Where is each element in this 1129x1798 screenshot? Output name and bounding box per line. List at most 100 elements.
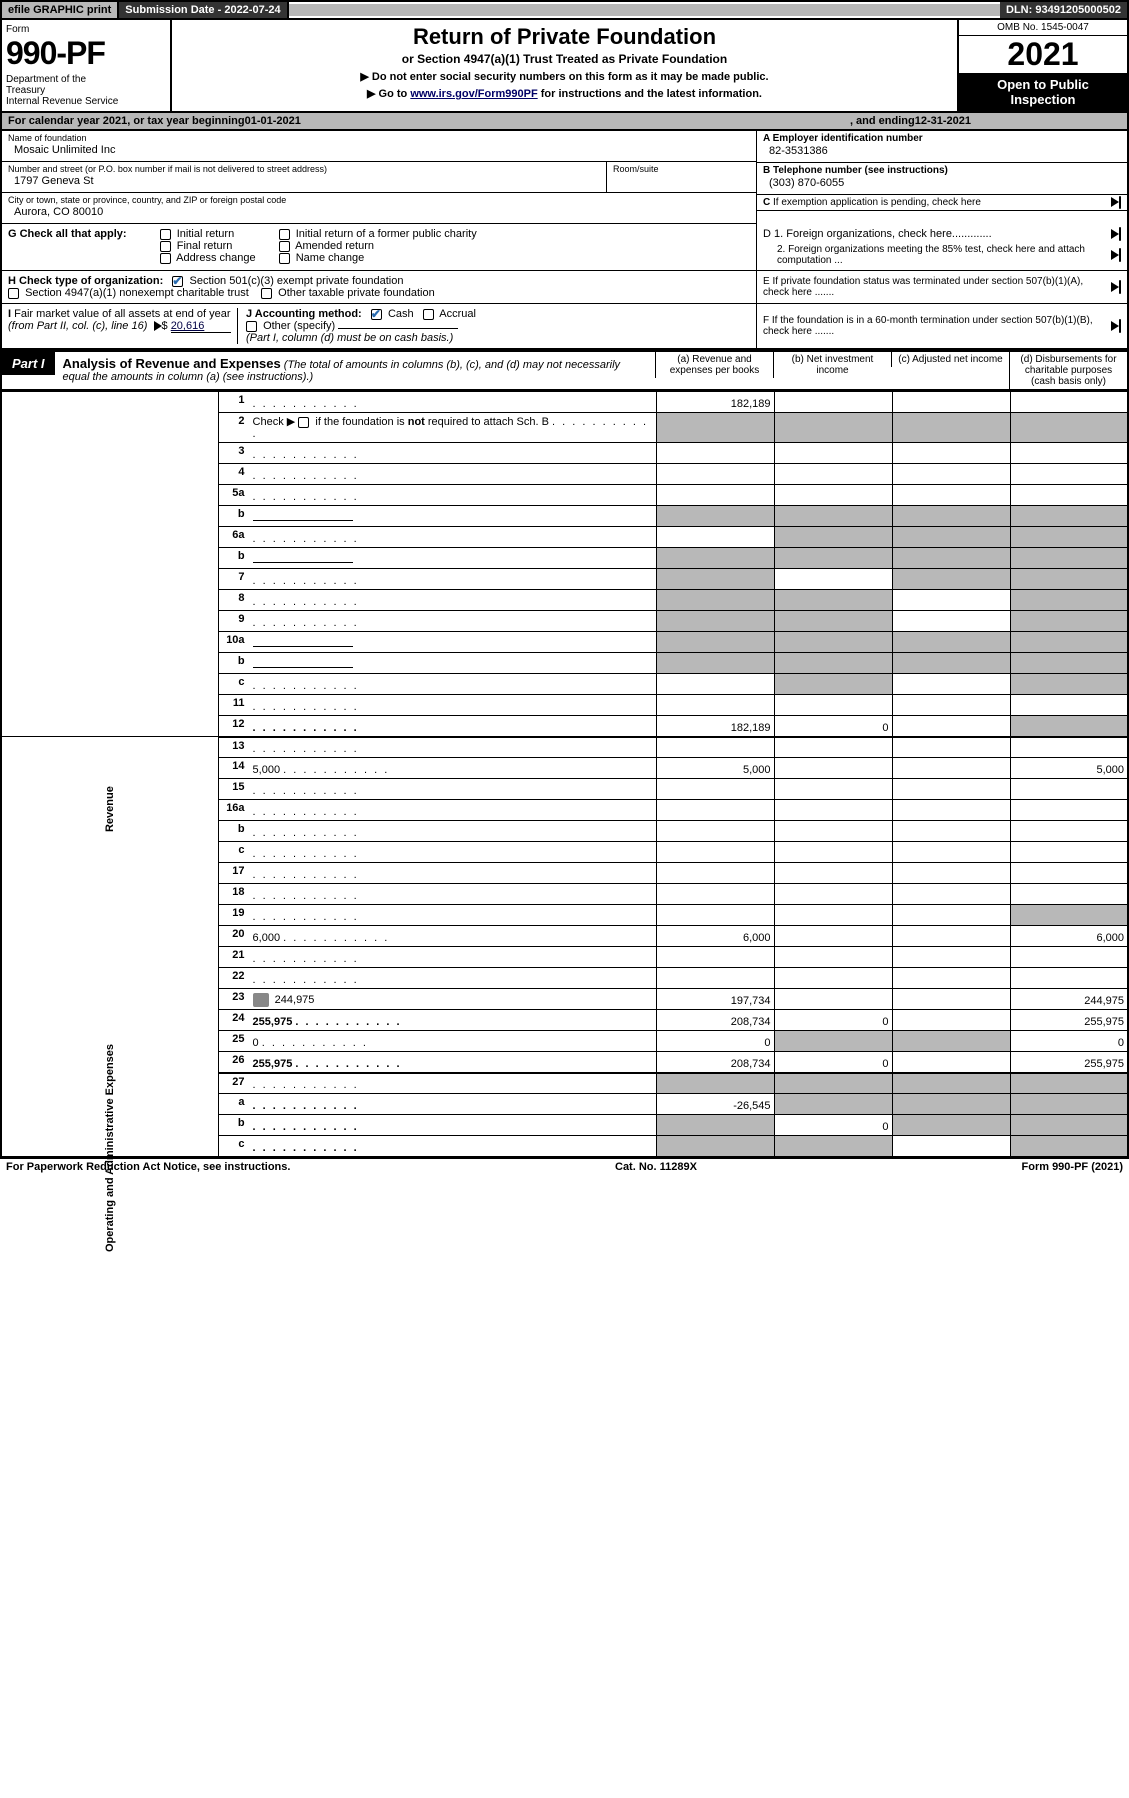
cell-b [774,968,892,989]
row-desc [249,1115,656,1136]
checkbox-name-change[interactable] [279,253,290,264]
part1-label: Part I [2,352,55,375]
row-number: 3 [219,443,249,464]
checkbox-4947[interactable] [8,288,19,299]
cell-a [656,548,774,569]
top-bar: efile GRAPHIC print Submission Date - 20… [0,0,1129,20]
efile-label[interactable]: efile GRAPHIC print [2,2,117,18]
cell-b [774,737,892,758]
form-link[interactable]: www.irs.gov/Form990PF [410,88,537,100]
row-number: 19 [219,905,249,926]
cell-a [656,443,774,464]
cell-b: 0 [774,1052,892,1073]
checkbox-d2[interactable] [1119,248,1121,262]
row-number: b [219,506,249,527]
checkbox-other-taxable[interactable] [261,288,272,299]
cell-d: 255,975 [1010,1052,1128,1073]
cell-d [1010,1136,1128,1157]
form-subtitle: or Section 4947(a)(1) Trust Treated as P… [180,52,949,66]
row-desc: 255,975 [249,1052,656,1073]
row-desc: 0 [249,1031,656,1052]
row-ij-f: I Fair market value of all assets at end… [0,304,1129,350]
row-number: b [219,653,249,674]
checkbox-cash[interactable] [371,309,382,320]
checkbox-501c3[interactable] [172,276,183,287]
cell-b: 0 [774,716,892,737]
cell-c [892,1010,1010,1031]
row-desc [249,464,656,485]
checkbox-initial-former[interactable] [279,229,290,240]
checkbox-accrual[interactable] [423,309,434,320]
cell-c [892,674,1010,695]
cell-a [656,590,774,611]
row-desc [249,695,656,716]
submission-date: Submission Date - 2022-07-24 [117,2,288,18]
cell-b [774,695,892,716]
row-number: 22 [219,968,249,989]
cell-c [892,926,1010,947]
cell-c [892,590,1010,611]
cell-a [656,506,774,527]
row-desc [249,716,656,737]
checkbox-f[interactable] [1119,319,1121,333]
cell-b [774,821,892,842]
row-desc [249,842,656,863]
cell-b [774,758,892,779]
cell-d [1010,779,1128,800]
cell-b [774,947,892,968]
row-desc [249,737,656,758]
cell-c [892,413,1010,443]
cell-a [656,464,774,485]
cell-b [774,842,892,863]
row-desc [249,590,656,611]
cell-a [656,842,774,863]
attachment-icon[interactable] [253,993,269,1007]
row-desc: 6,000 [249,926,656,947]
checkbox-e[interactable] [1119,280,1121,294]
cell-c [892,905,1010,926]
cell-a [656,1136,774,1157]
g-label: G Check all that apply: [8,228,127,240]
cell-a [656,611,774,632]
cell-d [1010,737,1128,758]
cell-a [656,800,774,821]
cell-a: 208,734 [656,1010,774,1031]
checkbox-other-method[interactable] [246,321,257,332]
cell-d [1010,506,1128,527]
cat-no: Cat. No. 11289X [615,1161,697,1173]
cell-c [892,968,1010,989]
cell-a [656,905,774,926]
cell-b [774,392,892,413]
fmv-value[interactable]: 20,616 [171,320,231,333]
ein: A Employer identification number 82-3531… [757,131,1127,163]
cell-c [892,653,1010,674]
row-number: 14 [219,758,249,779]
checkbox-d1[interactable] [1119,227,1121,241]
row-number: 18 [219,884,249,905]
checkbox-amended[interactable] [279,241,290,252]
row-desc [249,485,656,506]
row-desc [249,1073,656,1094]
cell-a [656,863,774,884]
cell-d [1010,674,1128,695]
cell-d [1010,548,1128,569]
cell-b [774,1031,892,1052]
row-desc [249,905,656,926]
cell-d [1010,1094,1128,1115]
checkbox-initial-return[interactable] [160,229,171,240]
row-number: 4 [219,464,249,485]
checkbox-c[interactable] [1119,196,1121,209]
cell-d [1010,821,1128,842]
cell-d [1010,716,1128,737]
cell-a [656,413,774,443]
row-number: 15 [219,779,249,800]
cell-d [1010,611,1128,632]
row-desc [249,443,656,464]
cell-a [656,947,774,968]
side-label-revenue: Revenue [1,392,219,737]
row-number: c [219,674,249,695]
checkbox-address-change[interactable] [160,253,171,264]
cell-d [1010,413,1128,443]
i-fmv: I Fair market value of all assets at end… [8,308,238,344]
checkbox-final-return[interactable] [160,241,171,252]
